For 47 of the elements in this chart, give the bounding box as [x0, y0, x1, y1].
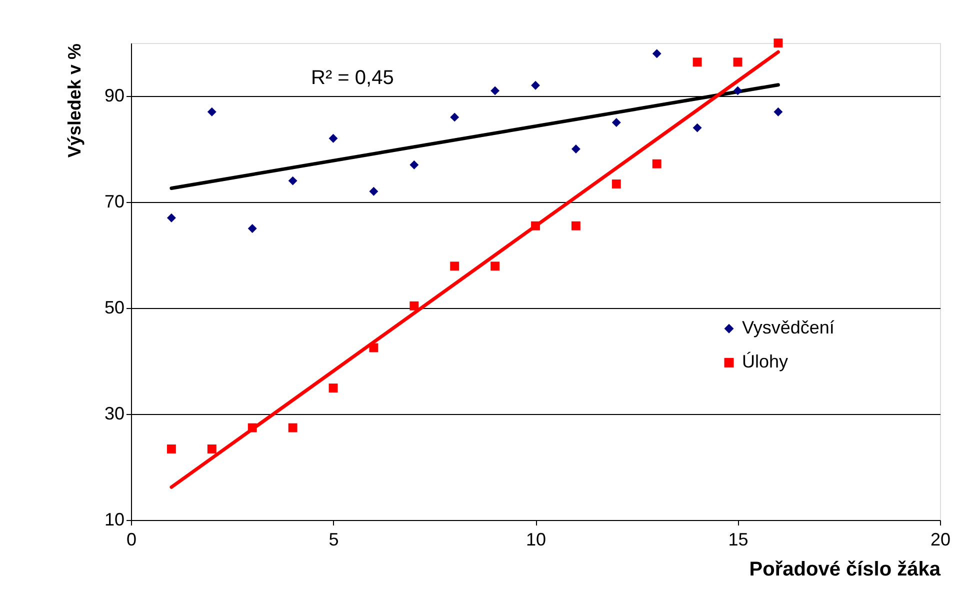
point	[288, 176, 298, 186]
annotation: R² = 0,45	[311, 67, 394, 89]
point	[248, 224, 257, 233]
point	[571, 221, 580, 230]
y-tick-label: 30	[104, 404, 124, 424]
x-tick-label: 15	[728, 530, 748, 550]
x-tick-label: 5	[328, 530, 339, 550]
y-tick-label: 50	[104, 298, 124, 318]
point	[450, 112, 460, 122]
x-tick-label: 0	[126, 530, 137, 550]
point	[369, 343, 378, 352]
y-axis-title: Výsledek v %	[64, 44, 84, 158]
point	[774, 38, 783, 48]
point	[652, 159, 662, 168]
point	[410, 301, 419, 310]
point	[288, 423, 298, 432]
point	[692, 123, 702, 132]
point	[166, 444, 176, 454]
point	[328, 134, 338, 143]
point	[612, 118, 621, 127]
point	[207, 107, 216, 116]
y-tick-label: 70	[104, 192, 124, 212]
x-axis-title: Pořadové číslo žáka	[749, 558, 942, 580]
point	[531, 221, 540, 230]
x-tick-label: 10	[526, 530, 546, 550]
point	[490, 262, 500, 271]
legend-label: Úlohy	[742, 352, 788, 372]
point	[774, 107, 783, 116]
point	[207, 444, 216, 454]
x-tick-label: 20	[930, 530, 951, 550]
point	[490, 86, 500, 96]
point	[450, 262, 460, 271]
point	[248, 423, 257, 432]
point	[612, 180, 621, 188]
point	[733, 86, 742, 96]
point	[652, 49, 662, 58]
point	[733, 58, 742, 67]
y-tick-label: 90	[104, 86, 124, 106]
point	[328, 384, 338, 392]
point	[369, 186, 378, 196]
point	[166, 213, 176, 222]
point	[692, 58, 702, 67]
legend-label: Vysvědčení	[742, 318, 834, 338]
point	[531, 80, 540, 90]
point	[410, 160, 419, 170]
y-tick-label: 10	[104, 510, 124, 530]
point	[571, 144, 580, 154]
